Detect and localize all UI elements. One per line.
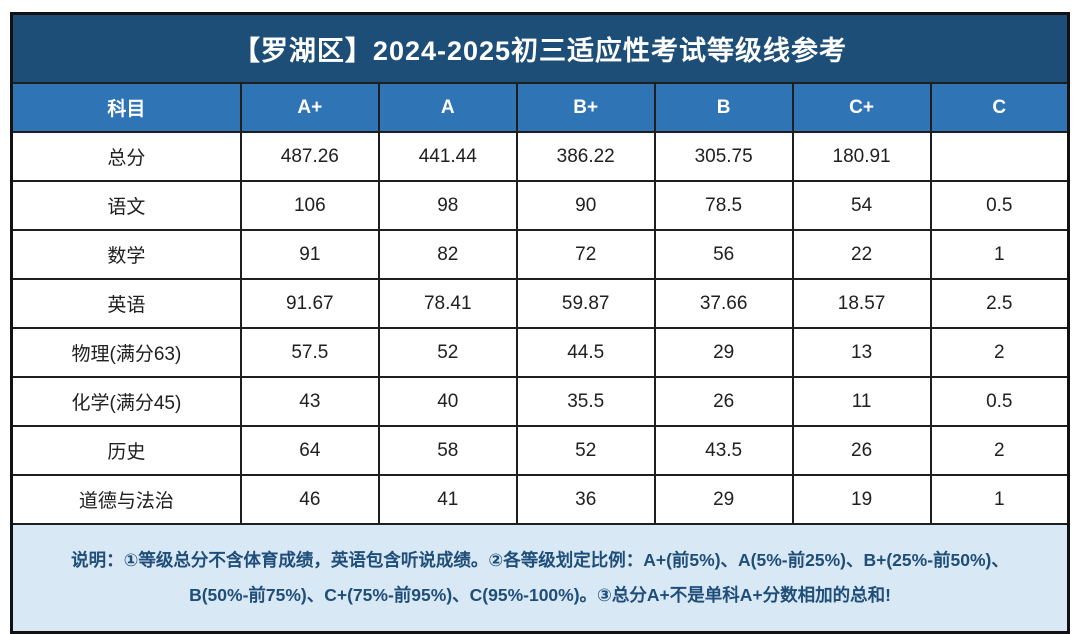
value-cell: 98 <box>377 180 518 231</box>
table-row: 总分 487.26 441.44 386.22 305.75 180.91 <box>10 131 1070 182</box>
value-cell: 2 <box>929 425 1070 476</box>
value-cell: 18.57 <box>791 278 932 329</box>
subject-cell: 总分 <box>10 131 242 182</box>
value-cell: 40 <box>377 376 518 427</box>
value-cell: 78.5 <box>653 180 794 231</box>
value-cell: 58 <box>377 425 518 476</box>
subject-cell: 语文 <box>10 180 242 231</box>
value-cell: 43.5 <box>653 425 794 476</box>
value-cell: 44.5 <box>515 327 656 378</box>
column-header-subject: 科目 <box>10 82 242 133</box>
column-header-c-plus: C+ <box>791 82 932 133</box>
value-cell: 57.5 <box>239 327 380 378</box>
value-cell: 90 <box>515 180 656 231</box>
value-cell: 2.5 <box>929 278 1070 329</box>
value-cell: 11 <box>791 376 932 427</box>
value-cell <box>929 131 1070 182</box>
table-row: 道德与法治 46 41 36 29 19 1 <box>10 474 1070 525</box>
table-row: 语文 106 98 90 78.5 54 0.5 <box>10 180 1070 231</box>
value-cell: 52 <box>377 327 518 378</box>
value-cell: 35.5 <box>515 376 656 427</box>
table-row: 英语 91.67 78.41 59.87 37.66 18.57 2.5 <box>10 278 1070 329</box>
value-cell: 91.67 <box>239 278 380 329</box>
grade-line-sheet: 【罗湖区】2024-2025初三适应性考试等级线参考 科目 A+ A B+ B … <box>10 12 1070 634</box>
value-cell: 56 <box>653 229 794 280</box>
value-cell: 2 <box>929 327 1070 378</box>
value-cell: 26 <box>653 376 794 427</box>
column-header-b: B <box>653 82 794 133</box>
subject-cell: 道德与法治 <box>10 474 242 525</box>
value-cell: 22 <box>791 229 932 280</box>
value-cell: 72 <box>515 229 656 280</box>
column-header-a-plus: A+ <box>239 82 380 133</box>
table-row: 化学(满分45) 43 40 35.5 26 11 0.5 <box>10 376 1070 427</box>
value-cell: 36 <box>515 474 656 525</box>
value-cell: 305.75 <box>653 131 794 182</box>
value-cell: 54 <box>791 180 932 231</box>
value-cell: 1 <box>929 474 1070 525</box>
value-cell: 106 <box>239 180 380 231</box>
note-row: 说明：①等级总分不含体育成绩，英语包含听说成绩。②各等级划定比例：A+(前5%)… <box>10 523 1070 634</box>
value-cell: 64 <box>239 425 380 476</box>
subject-cell: 历史 <box>10 425 242 476</box>
value-cell: 386.22 <box>515 131 656 182</box>
value-cell: 26 <box>791 425 932 476</box>
value-cell: 441.44 <box>377 131 518 182</box>
value-cell: 52 <box>515 425 656 476</box>
subject-cell: 数学 <box>10 229 242 280</box>
grade-line-table: 【罗湖区】2024-2025初三适应性考试等级线参考 科目 A+ A B+ B … <box>10 12 1070 634</box>
value-cell: 59.87 <box>515 278 656 329</box>
value-cell: 37.66 <box>653 278 794 329</box>
value-cell: 487.26 <box>239 131 380 182</box>
value-cell: 0.5 <box>929 180 1070 231</box>
subject-cell: 物理(满分63) <box>10 327 242 378</box>
header-row: 科目 A+ A B+ B C+ C <box>10 82 1070 133</box>
table-row: 物理(满分63) 57.5 52 44.5 29 13 2 <box>10 327 1070 378</box>
explanation-note: 说明：①等级总分不含体育成绩，英语包含听说成绩。②各等级划定比例：A+(前5%)… <box>10 523 1070 634</box>
page-title: 【罗湖区】2024-2025初三适应性考试等级线参考 <box>10 12 1070 84</box>
column-header-a: A <box>377 82 518 133</box>
column-header-b-plus: B+ <box>515 82 656 133</box>
value-cell: 1 <box>929 229 1070 280</box>
value-cell: 43 <box>239 376 380 427</box>
table-row: 历史 64 58 52 43.5 26 2 <box>10 425 1070 476</box>
value-cell: 19 <box>791 474 932 525</box>
value-cell: 0.5 <box>929 376 1070 427</box>
value-cell: 29 <box>653 327 794 378</box>
value-cell: 78.41 <box>377 278 518 329</box>
value-cell: 82 <box>377 229 518 280</box>
title-row: 【罗湖区】2024-2025初三适应性考试等级线参考 <box>10 12 1070 84</box>
table-row: 数学 91 82 72 56 22 1 <box>10 229 1070 280</box>
value-cell: 91 <box>239 229 380 280</box>
value-cell: 46 <box>239 474 380 525</box>
subject-cell: 化学(满分45) <box>10 376 242 427</box>
value-cell: 29 <box>653 474 794 525</box>
subject-cell: 英语 <box>10 278 242 329</box>
value-cell: 13 <box>791 327 932 378</box>
column-header-c: C <box>929 82 1070 133</box>
value-cell: 180.91 <box>791 131 932 182</box>
table-body: 总分 487.26 441.44 386.22 305.75 180.91 语文 106 98 9… <box>10 131 1070 525</box>
value-cell: 41 <box>377 474 518 525</box>
